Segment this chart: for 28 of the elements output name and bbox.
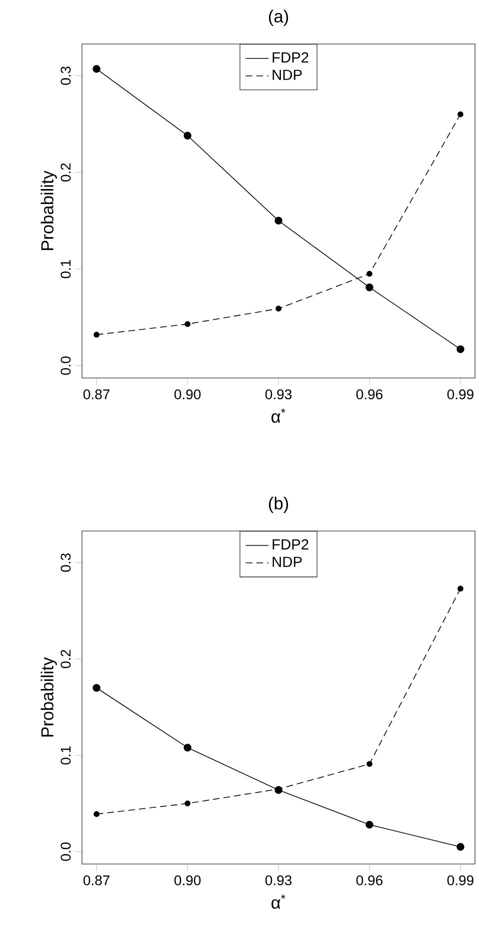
x-axis-title: α$^{*}$ [272, 408, 286, 423]
chart-title: (a) [269, 10, 288, 26]
x-tick-label: 0.90 [174, 875, 201, 886]
x-axis-title: α$^{*}$ [272, 894, 286, 909]
y-tick-label: 0.0 [60, 842, 71, 861]
y-tick-label: 0.2 [60, 650, 71, 668]
y-tick-label: 0.2 [60, 163, 71, 182]
legend-label: NDP [272, 70, 302, 80]
y-tick-label: 0.3 [60, 66, 71, 85]
y-axis-title: Probability [40, 170, 58, 250]
x-tick-label: 0.90 [174, 389, 201, 400]
x-tick-label: 0.87 [84, 875, 110, 886]
x-tick-label: 0.93 [266, 389, 292, 400]
legend-label: FDP2 [272, 52, 309, 62]
x-tick-label: 0.96 [356, 875, 383, 886]
legend-label: FDP2 [272, 539, 309, 550]
x-tick-label: 0.87 [84, 389, 110, 400]
x-tick-label: 0.96 [356, 389, 383, 400]
y-tick-label: 0.3 [60, 553, 71, 572]
x-tick-label: 0.93 [266, 875, 292, 886]
y-tick-label: 0.1 [60, 260, 71, 278]
y-tick-label: 0.1 [60, 746, 71, 764]
chart-title: (b) [269, 496, 288, 513]
y-tick-label: 0.0 [60, 356, 71, 375]
x-tick-label: 0.99 [448, 389, 474, 400]
x-tick-label: 0.99 [448, 875, 474, 886]
y-axis-title: Probability [40, 657, 58, 737]
legend-label: NDP [272, 556, 302, 567]
